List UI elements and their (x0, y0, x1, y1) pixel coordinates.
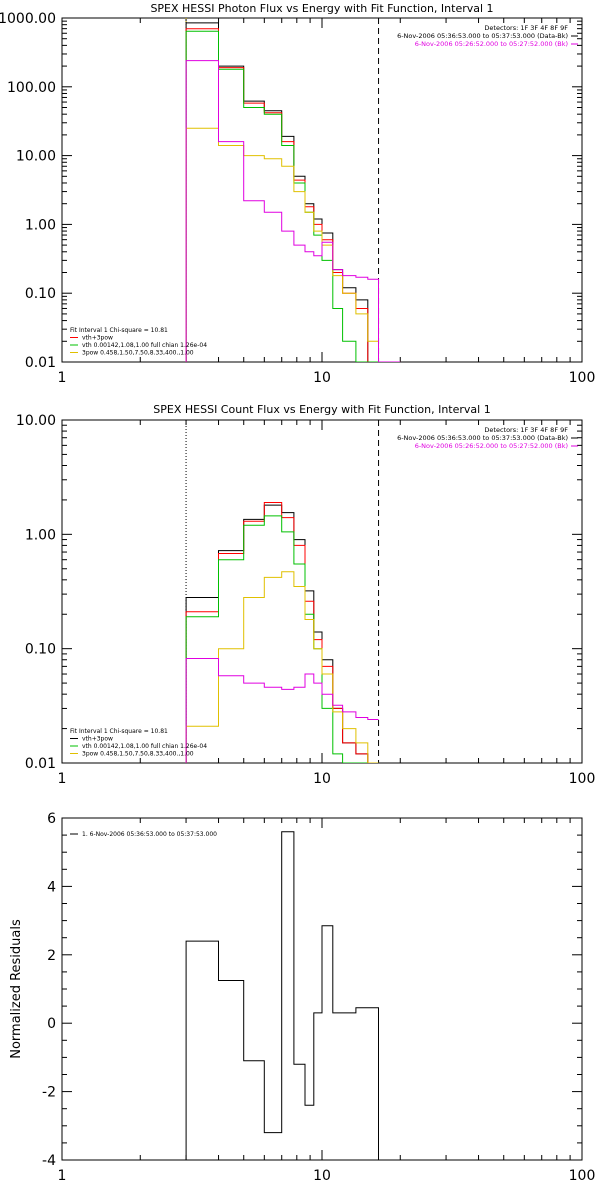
plot-frame (61, 17, 583, 363)
legend-entry: vth+3pow (82, 736, 113, 743)
y-tick-label: 6 (47, 811, 56, 827)
x-tick-label: 10 (313, 1168, 331, 1184)
x-tick-label: 10 (313, 771, 331, 787)
chart-title: SPEX HESSI Photon Flux vs Energy with Fi… (150, 2, 493, 15)
y-tick-label: 1.00 (25, 527, 56, 543)
legend-entry: 3pow 0.458,1.50,7.50,8.33,400.,1.00 (82, 350, 194, 357)
series-4-line (185, 127, 401, 362)
series-1-line (185, 504, 379, 763)
plot-frame (61, 419, 583, 764)
y-tick-label: 0 (47, 1016, 56, 1032)
x-tick-label: 10 (313, 370, 331, 386)
series-4-line (185, 571, 379, 763)
header-text: Detectors: 1F 3F 4F 8F 9F (484, 24, 568, 32)
header-text: 6-Nov-2006 05:36:53.000 to 05:37:53.000 … (397, 32, 568, 40)
y-tick-label: 10.00 (16, 149, 56, 165)
y-axis-label: Normalized Residuals (9, 919, 24, 1059)
x-tick-label: 1 (58, 771, 67, 787)
y-tick-label: 0.10 (25, 286, 56, 302)
chart-title: SPEX HESSI Count Flux vs Energy with Fit… (153, 403, 490, 416)
data-layer (185, 22, 401, 362)
series-3-line (185, 515, 379, 763)
data-layer (185, 502, 379, 763)
data-layer (185, 831, 379, 1160)
x-tick-label: 100 (569, 1168, 596, 1184)
series-2-line (185, 502, 379, 763)
series-1-line (185, 831, 379, 1160)
x-tick-label: 100 (569, 370, 596, 386)
y-tick-label: 0.01 (25, 756, 56, 772)
chart-panel-3: Normalized Residuals 1 10 100 6 4 2 0 -2 -4 1. 6-N… (9, 811, 595, 1184)
header-text: 6-Nov-2006 05:36:53.000 to 05:37:53.000 … (397, 434, 568, 442)
y-tick-label: 4 (47, 879, 56, 895)
legend-entry: vth 0.00142,1.08,1.00 full chian 1.26e-0… (82, 743, 207, 750)
y-tick-label: 0.01 (25, 355, 56, 371)
legend-entry: vth 0.00142,1.08,1.00 full chian 1.26e-0… (82, 342, 207, 349)
y-tick-label: 10.00 (16, 413, 56, 429)
series-5-line (185, 658, 379, 763)
chart-panel-2: SPEX HESSI Count Flux vs Energy with Fit… (16, 403, 595, 787)
y-tick-label: 0.10 (25, 642, 56, 658)
y-tick-label: -2 (42, 1085, 56, 1101)
legend-header: Fit Interval 1 Chi-square = 10.81 (70, 327, 168, 334)
y-tick-label: 2 (47, 948, 56, 964)
header-text: Detectors: 1F 3F 4F 8F 9F (484, 426, 568, 434)
legend-header: Fit Interval 1 Chi-square = 10.81 (70, 728, 168, 735)
y-tick-label: 1.00 (25, 217, 56, 233)
series-5-line (185, 60, 401, 362)
y-tick-label: -4 (42, 1153, 56, 1169)
chart-panel-1: SPEX HESSI Photon Flux vs Energy with Fi… (0, 2, 595, 386)
legend-entry: vth+3pow (82, 335, 113, 342)
y-tick-label: 100.00 (7, 80, 56, 96)
x-tick-label: 100 (569, 771, 596, 787)
header-text: 6-Nov-2006 05:26:52.000 to 05:27:52.000 … (415, 442, 568, 450)
legend-entry: 3pow 0.458,1.50,7.50,8.33,400.,1.00 (82, 751, 194, 758)
x-tick-label: 1 (58, 370, 67, 386)
legend-entry: 1. 6-Nov-2006 05:36:53.000 to 05:37:53.0… (82, 831, 217, 838)
x-tick-label: 1 (58, 1168, 67, 1184)
header-text: 6-Nov-2006 05:26:52.000 to 05:27:52.000 … (415, 40, 568, 48)
y-tick-label: 1000.00 (0, 11, 56, 27)
